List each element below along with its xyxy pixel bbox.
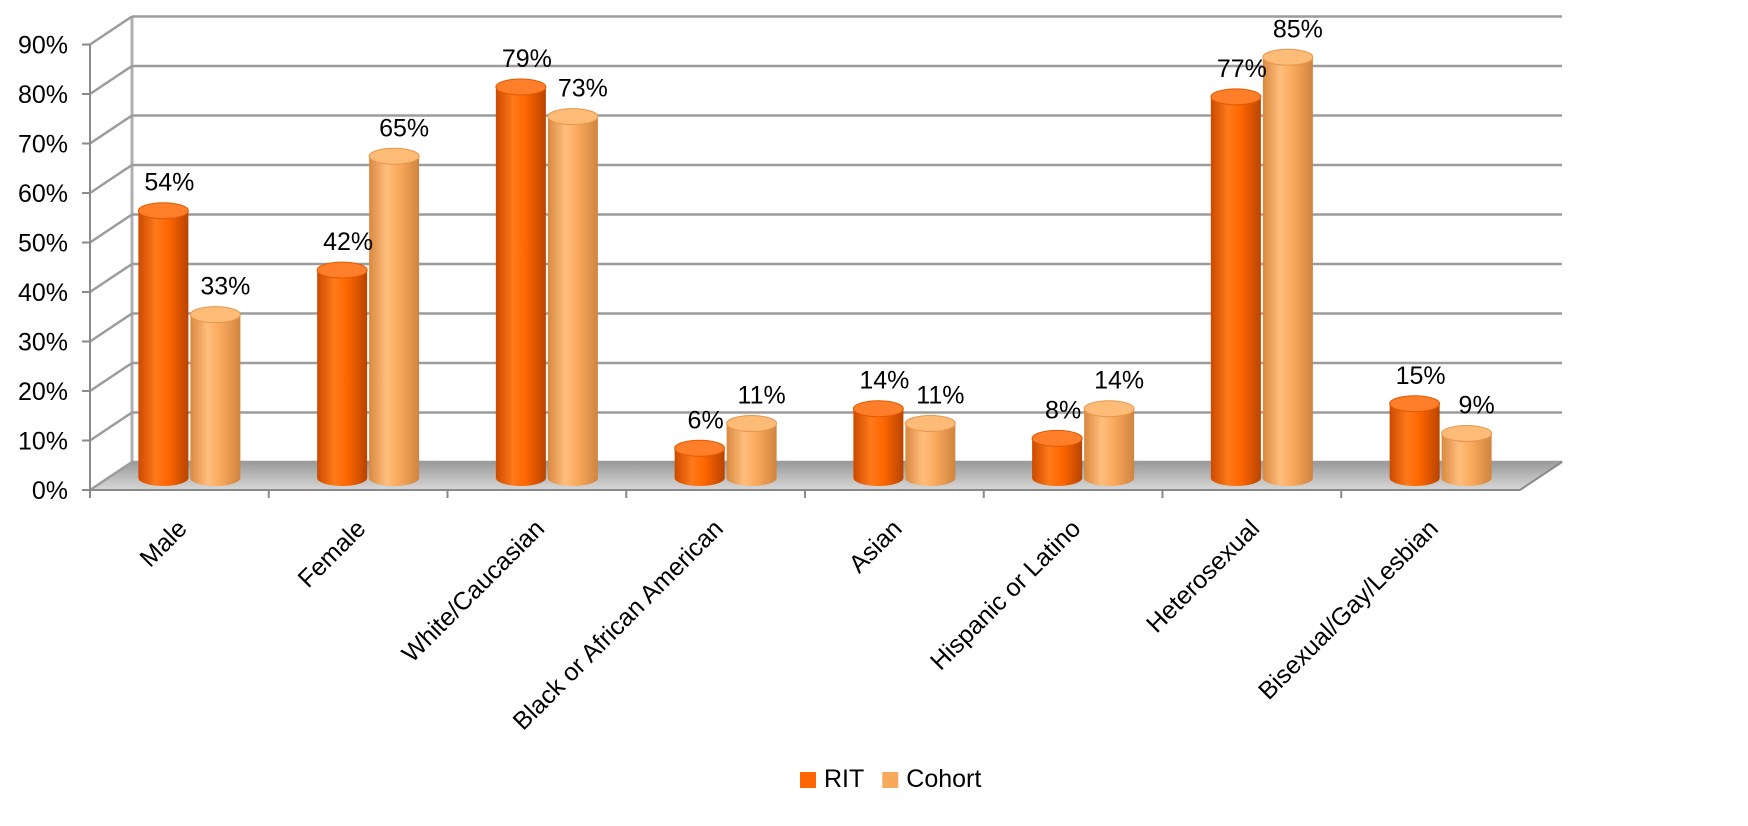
bar-rit [317,270,368,486]
data-label: 11% [916,382,964,410]
bar-cap [1262,48,1314,66]
x-tick-label: Female [293,514,372,593]
gridline-side [89,213,133,244]
bar-cap [904,415,956,433]
bar-cohort [905,423,956,486]
bar-cap [1441,424,1493,442]
x-tick-label: Heterosexual [1141,514,1265,638]
gridline-side [89,262,133,294]
floor-right-edge [1519,461,1563,491]
data-label: 14% [1094,367,1144,395]
bar-cap [137,202,189,220]
legend-swatch-rit [800,772,816,788]
x-tick-label: Black or African American [508,514,729,735]
bar-cap [1083,400,1135,418]
x-tick-label: Asian [844,514,908,578]
data-label: 65% [379,114,429,142]
gridline-side [89,64,133,96]
bar-rit [1389,403,1440,486]
gridline-side [89,15,133,46]
bar-cap [852,400,904,418]
data-label: 8% [1045,396,1081,424]
bar-cohort [726,423,777,486]
x-tick-label: Hispanic or Latino [925,514,1086,675]
data-label: 15% [1396,362,1446,390]
gridlines [89,15,1562,492]
data-label: 79% [502,45,552,73]
gridline-side [89,411,133,442]
bar-cohort [547,116,598,487]
y-tick-label: 30% [18,329,68,357]
bar-cap [547,108,599,126]
chart-floor [88,461,1564,491]
bar-cohort [1441,433,1492,486]
bar-cap [1389,395,1441,413]
data-label: 14% [859,367,909,395]
bar-cap [726,415,778,433]
y-tick-label: 40% [18,279,68,307]
data-label: 11% [738,382,786,410]
data-label: 77% [1217,55,1267,83]
y-tick-label: 50% [18,230,68,258]
data-label: 33% [200,273,250,301]
bar-cap [674,439,726,457]
bar-rit [674,448,725,486]
bars [137,48,1493,487]
legend-swatch-cohort [882,772,899,788]
data-label: 73% [558,75,608,103]
bar-rit [138,210,189,486]
data-label: 42% [323,228,373,256]
data-label: 85% [1273,15,1323,43]
gridline-side [89,114,133,145]
data-label: 9% [1459,391,1495,419]
y-tick-label: 90% [18,32,68,60]
legend-label-cohort: Cohort [906,765,981,793]
y-tick-label: 60% [18,180,68,208]
bar-cohort [369,156,420,486]
y-tick-label: 70% [18,131,68,159]
legend-label-rit: RIT [824,765,864,793]
gridline-side [89,312,133,343]
bar-rit [1210,96,1261,486]
legend: RIT Cohort [800,765,981,793]
y-tick-label: 10% [18,428,68,456]
bar-rit [1032,438,1083,486]
bar-cap [189,306,241,324]
data-label: 6% [688,406,724,434]
gridline-side [89,361,133,393]
x-tick-label: Male [134,514,192,572]
gridline-side [89,163,133,195]
bar-cap [1031,429,1083,447]
bar-cap [316,261,368,279]
x-tick-label: White/Caucasian [397,514,550,667]
x-tick-label: Bisexual/Gay/Lesbian [1253,514,1444,705]
chart-walls [88,16,1564,491]
bar-cohort [1262,57,1313,486]
bar-cap [1210,88,1262,106]
data-label: 54% [144,169,194,197]
bar-cohort [1084,408,1135,486]
bar-rit [495,86,546,486]
bar-rit [853,408,904,486]
y-tick-label: 0% [32,477,68,505]
bar-cap [368,147,420,165]
y-tick-label: 20% [18,378,68,406]
data-labels: 54%33%42%65%79%73%6%11%14%11%8%14%77%85%… [144,15,1494,434]
bar-cap [495,78,547,96]
axes: 0% 10% 20% 30% 40% 50% 60% 70% 80% 90% Male Female W… [18,32,1563,736]
y-tick-label: 80% [18,81,68,109]
bar-cohort [190,314,241,486]
gridline-side [89,460,133,492]
